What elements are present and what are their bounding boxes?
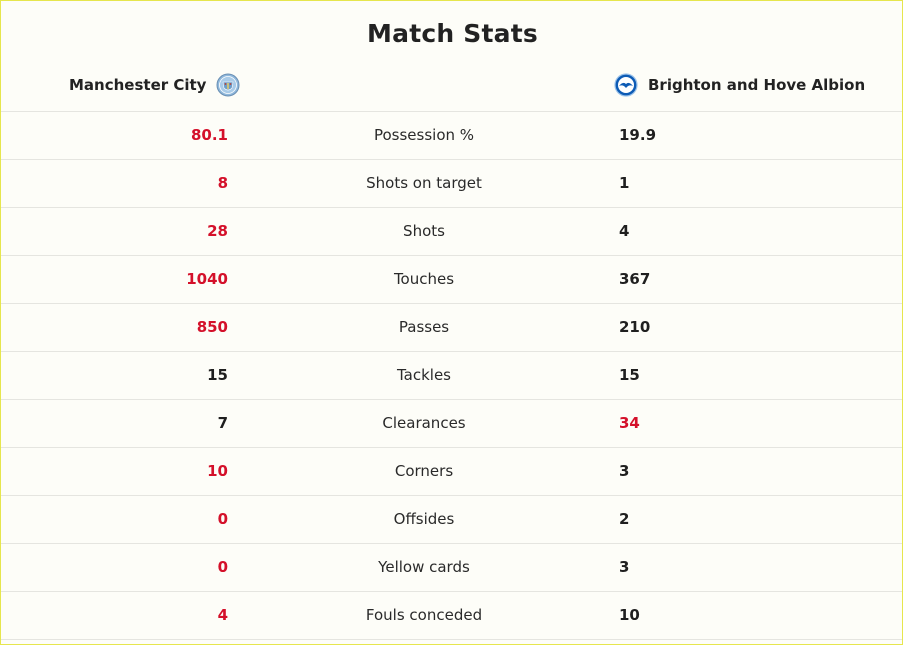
home-stat-value: 0 xyxy=(217,510,228,528)
away-stat-value: 1 xyxy=(619,174,630,192)
man-city-crest-icon xyxy=(216,73,240,97)
stat-row: 28 Shots 4 xyxy=(1,207,902,255)
away-stat-value: 3 xyxy=(619,558,630,576)
stat-label: Offsides xyxy=(393,510,455,528)
away-stat-value: 4 xyxy=(619,222,630,240)
away-stat-value: 15 xyxy=(619,366,640,384)
stat-label: Tackles xyxy=(396,366,452,384)
stat-label: Touches xyxy=(393,270,455,288)
home-stat-value: 8 xyxy=(217,174,228,192)
away-stat-value: 10 xyxy=(619,606,640,624)
stat-label: Clearances xyxy=(382,414,466,432)
stats-table: 80.1 Possession % 19.9 8 Shots on target 1 28 S… xyxy=(1,111,902,640)
stat-row: 8 Shots on target 1 xyxy=(1,159,902,207)
away-team-name: Brighton and Hove Albion xyxy=(648,76,866,94)
home-stat-value: 15 xyxy=(207,366,228,384)
stat-row: 7 Clearances 34 xyxy=(1,399,902,447)
away-stat-value: 2 xyxy=(619,510,630,528)
stat-row: 4 Fouls conceded 10 xyxy=(1,591,902,640)
away-stat-value: 3 xyxy=(619,462,630,480)
home-stat-value: 80.1 xyxy=(190,126,228,144)
home-stat-value: 1040 xyxy=(186,270,228,288)
stat-label: Shots on target xyxy=(366,174,482,192)
stat-row: 850 Passes 210 xyxy=(1,303,902,351)
stat-label: Yellow cards xyxy=(378,558,470,576)
stat-row: 1040 Touches 367 xyxy=(1,255,902,303)
home-stat-value: 4 xyxy=(217,606,228,624)
stat-row: 0 Offsides 2 xyxy=(1,495,902,543)
away-stat-value: 34 xyxy=(619,414,640,432)
stat-row: 10 Corners 3 xyxy=(1,447,902,495)
stat-label: Fouls conceded xyxy=(365,606,483,624)
away-stat-value: 367 xyxy=(619,270,651,288)
page-title: Match Stats xyxy=(367,19,538,48)
home-team-name: Manchester City xyxy=(69,76,207,94)
away-team: Brighton and Hove Albion xyxy=(614,73,865,97)
stat-label: Passes xyxy=(398,318,450,336)
stat-row: 0 Yellow cards 3 xyxy=(1,543,902,591)
teams-header: Manchester City Brig xyxy=(1,69,902,101)
away-stat-value: 210 xyxy=(619,318,651,336)
stat-label: Possession % xyxy=(373,126,475,144)
home-stat-value: 28 xyxy=(207,222,228,240)
home-stat-value: 850 xyxy=(196,318,228,336)
home-stat-value: 0 xyxy=(217,558,228,576)
home-team: Manchester City xyxy=(69,73,240,97)
away-stat-value: 19.9 xyxy=(619,126,657,144)
stat-label: Corners xyxy=(394,462,454,480)
stat-row: 15 Tackles 15 xyxy=(1,351,902,399)
home-stat-value: 7 xyxy=(217,414,228,432)
brighton-crest-icon xyxy=(614,73,638,97)
stat-label: Shots xyxy=(403,222,445,240)
stat-row: 80.1 Possession % 19.9 xyxy=(1,111,902,159)
home-stat-value: 10 xyxy=(207,462,228,480)
